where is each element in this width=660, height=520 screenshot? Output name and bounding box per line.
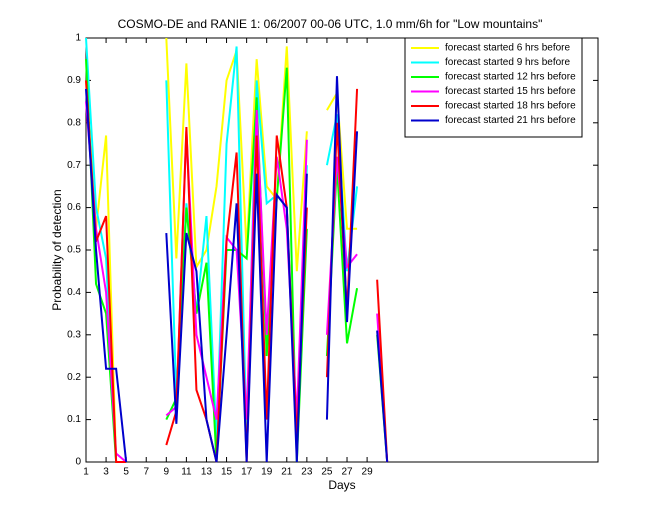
y-tick-label: 0 (75, 457, 81, 468)
x-tick-label: 25 (321, 467, 333, 478)
legend-label: forecast started 12 hrs before (445, 72, 576, 83)
x-tick-label: 13 (201, 467, 213, 478)
y-tick-label: 0.2 (67, 372, 81, 383)
y-tick-label: 0.8 (67, 117, 81, 128)
y-tick-label: 0.1 (67, 414, 81, 425)
legend-label: forecast started 21 hrs before (445, 115, 576, 126)
y-tick-label: 1 (75, 33, 81, 44)
legend-label: forecast started 6 hrs before (445, 43, 571, 54)
legend-label: forecast started 15 hrs before (445, 86, 576, 97)
y-tick-label: 0.5 (67, 245, 81, 256)
x-axis-label: Days (328, 478, 355, 492)
x-tick-label: 11 (181, 467, 192, 478)
x-tick-label: 15 (221, 467, 233, 478)
series-line (85, 76, 389, 463)
x-tick-label: 29 (362, 467, 374, 478)
x-tick-label: 21 (281, 467, 293, 478)
y-tick-label: 0.7 (67, 160, 81, 171)
legend-label: forecast started 18 hrs before (445, 101, 576, 112)
y-tick-label: 0.9 (67, 75, 81, 86)
series-line (85, 80, 389, 463)
x-tick-label: 1 (83, 467, 89, 478)
y-tick-label: 0.4 (67, 287, 81, 298)
y-tick-label: 0.6 (67, 202, 81, 213)
x-tick-label: 27 (341, 467, 353, 478)
x-tick-label: 3 (103, 467, 109, 478)
series-line (85, 101, 389, 463)
x-tick-label: 9 (164, 467, 170, 478)
y-tick-label: 0.3 (67, 329, 81, 340)
x-tick-label: 19 (261, 467, 273, 478)
x-tick-label: 7 (143, 467, 149, 478)
x-tick-label: 23 (301, 467, 313, 478)
chart-title: COSMO-DE and RANIE 1: 06/2007 00-06 UTC,… (118, 17, 543, 31)
legend-label: forecast started 9 hrs before (445, 57, 571, 68)
x-tick-label: 17 (241, 467, 253, 478)
x-tick-label: 5 (123, 467, 129, 478)
y-axis-label: Probability of detection (50, 189, 64, 310)
